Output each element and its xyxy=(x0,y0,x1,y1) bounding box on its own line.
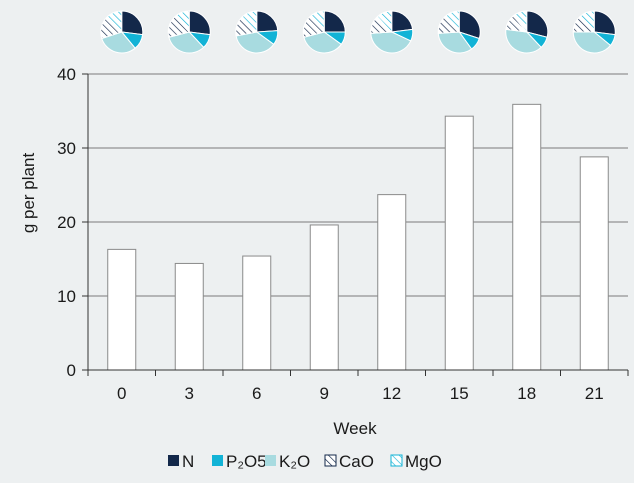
y-tick-label: 30 xyxy=(57,139,76,158)
y-tick-label: 0 xyxy=(67,361,76,380)
pie-slice xyxy=(188,10,211,36)
gridlines xyxy=(88,73,628,297)
axes: 0 10 20 30 40 0 3 6 9 12 15 18 21 xyxy=(57,65,629,403)
x-tick-label: 12 xyxy=(382,384,401,403)
pie-week-6 xyxy=(235,10,279,54)
legend: N P₂O5 K₂O CaO MgO xyxy=(168,452,442,471)
legend-item: CaO xyxy=(324,452,374,471)
bars xyxy=(107,103,609,371)
legend-label: P₂O5 xyxy=(226,452,267,471)
pie-slice xyxy=(323,10,346,33)
x-tick-label: 3 xyxy=(185,384,194,403)
legend-label: N xyxy=(182,452,194,471)
pie-slice xyxy=(593,10,616,36)
legend-item: K₂O xyxy=(265,452,310,471)
pie-slice xyxy=(458,10,481,40)
pie-slice xyxy=(376,10,393,34)
pie-week-12 xyxy=(370,10,414,54)
pie-slice xyxy=(526,10,549,38)
pie-week-0 xyxy=(100,10,144,54)
pie-slice xyxy=(241,10,258,34)
pie-slice xyxy=(512,10,528,34)
pie-week-18 xyxy=(505,10,549,54)
x-tick-label: 15 xyxy=(450,384,469,403)
bar-week-18 xyxy=(512,103,542,371)
pie-slice xyxy=(579,10,595,34)
legend-swatch xyxy=(168,455,179,466)
x-axis-title: Week xyxy=(333,419,377,438)
y-tick-label: 20 xyxy=(57,213,76,232)
pie-week-21 xyxy=(572,10,616,54)
bar-week-3 xyxy=(174,262,204,371)
pie-slice xyxy=(309,10,325,34)
pie-slice xyxy=(370,31,412,54)
pie-slice xyxy=(235,31,275,54)
composition-pies xyxy=(100,10,616,54)
y-axis-title: g per plant xyxy=(19,153,38,234)
x-tick-label: 21 xyxy=(585,384,604,403)
pie-slice xyxy=(174,10,190,34)
y-tick-label: 10 xyxy=(57,287,76,306)
pie-slice xyxy=(391,10,414,33)
legend-item: P₂O5 xyxy=(212,452,267,471)
pie-slice xyxy=(256,10,279,33)
legend-item: N xyxy=(168,452,194,471)
pie-week-3 xyxy=(167,10,211,54)
legend-swatch xyxy=(390,454,403,467)
x-tick-label: 18 xyxy=(517,384,536,403)
pie-week-15 xyxy=(437,10,481,54)
bar-week-9 xyxy=(309,224,339,371)
legend-label: CaO xyxy=(339,452,374,471)
pie-slice xyxy=(101,31,136,54)
pie-slice xyxy=(572,31,612,54)
x-tick-label: 0 xyxy=(117,384,126,403)
legend-swatch xyxy=(265,455,276,466)
legend-label: MgO xyxy=(405,452,442,471)
bar-week-12 xyxy=(377,194,407,371)
legend-item: MgO xyxy=(390,452,442,471)
x-tick-label: 9 xyxy=(320,384,329,403)
legend-swatch xyxy=(212,455,223,466)
bar-week-21 xyxy=(579,156,609,371)
pie-slice xyxy=(505,28,542,54)
x-tick-label: 6 xyxy=(252,384,261,403)
pie-week-9 xyxy=(302,10,346,54)
legend-label: K₂O xyxy=(279,452,310,471)
bar-week-0 xyxy=(107,248,137,371)
pie-slice xyxy=(121,10,144,36)
y-tick-label: 40 xyxy=(57,65,76,84)
bar-week-15 xyxy=(444,115,474,371)
pie-slice xyxy=(303,31,342,54)
pie-slice xyxy=(106,10,123,34)
pie-slice xyxy=(168,31,205,54)
bar-week-6 xyxy=(242,255,272,371)
legend-swatch xyxy=(324,454,337,467)
pie-slice xyxy=(437,31,473,54)
pie-slice xyxy=(444,10,460,34)
